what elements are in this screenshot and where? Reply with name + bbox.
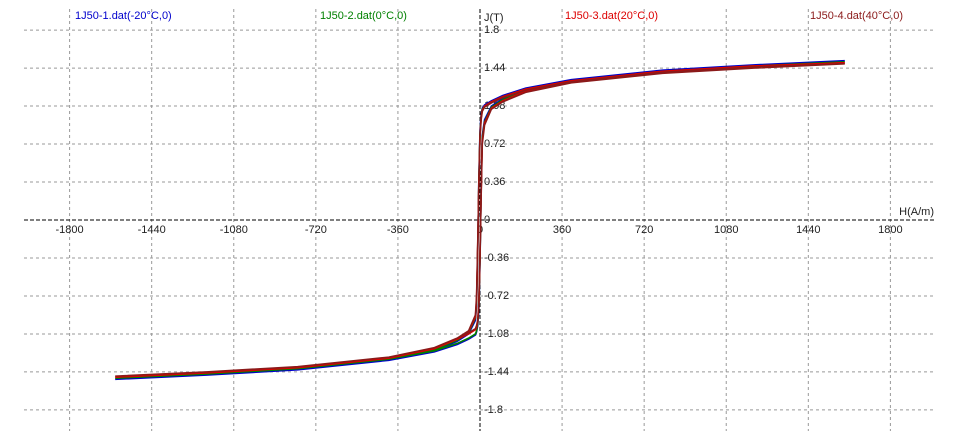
y-tick-label: 1.44	[484, 62, 505, 74]
legend-label: 1J50-3.dat(20°C,0)	[565, 10, 658, 22]
y-axis-label: J(T)	[484, 12, 504, 24]
x-tick-label: 360	[553, 224, 571, 236]
y-tick-label: -1.44	[484, 366, 509, 378]
x-tick-label: -1080	[220, 224, 248, 236]
legend-label: 1J50-4.dat(40°C,0)	[810, 10, 903, 22]
y-tick-label: 0.72	[484, 138, 505, 150]
y-tick-label: -1.08	[484, 328, 509, 340]
x-tick-label: 1080	[714, 224, 738, 236]
legend-label: 1J50-1.dat(-20°C,0)	[75, 10, 172, 22]
y-tick-label: 0	[484, 214, 490, 226]
y-tick-label: 0.36	[484, 176, 505, 188]
y-tick-label: -0.72	[484, 290, 509, 302]
y-tick-label: -0.36	[484, 252, 509, 264]
series-line	[115, 59, 845, 381]
series-line	[115, 62, 845, 378]
x-tick-label: -720	[305, 224, 327, 236]
legend-label: 1J50-2.dat(0°C,0)	[320, 10, 407, 22]
x-tick-label: 1800	[878, 224, 902, 236]
x-tick-label: 1440	[796, 224, 820, 236]
x-tick-label: -360	[387, 224, 409, 236]
x-tick-label: -1440	[138, 224, 166, 236]
x-axis-label: H(A/m)	[899, 206, 934, 218]
series-line	[115, 63, 845, 377]
y-tick-label: 1.8	[484, 24, 499, 36]
y-tick-label: -1.8	[484, 404, 503, 416]
x-tick-label: -1800	[56, 224, 84, 236]
x-tick-label: 720	[635, 224, 653, 236]
